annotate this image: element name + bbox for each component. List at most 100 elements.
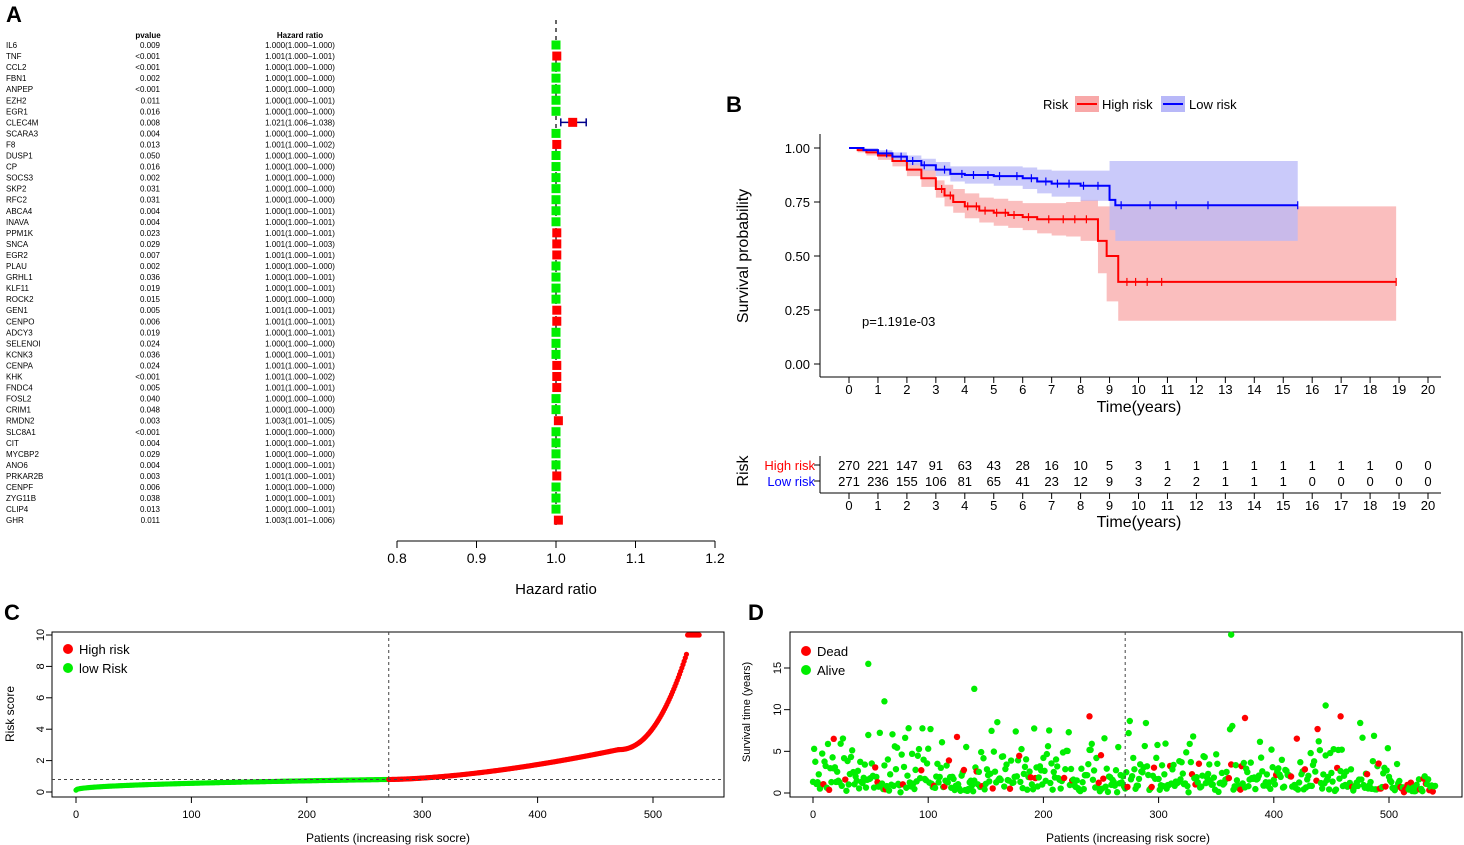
d-patient-point bbox=[1083, 771, 1091, 779]
forest-hr-text: 1.000(1.000–1.000) bbox=[265, 406, 335, 415]
forest-pvalue: <0.001 bbox=[135, 85, 160, 94]
forest-hr-text: 1.003(1.001–1.005) bbox=[265, 417, 335, 426]
d-patient-point bbox=[912, 766, 919, 774]
d-patient-point bbox=[1162, 740, 1169, 747]
d-patient-point bbox=[1307, 749, 1314, 757]
km-y-label: Survival probability bbox=[735, 189, 752, 323]
risk-table-cell: 0 bbox=[1366, 474, 1373, 489]
forest-point bbox=[551, 405, 561, 415]
forest-gene-label: PPM1K bbox=[6, 229, 34, 238]
c-y-tick-label: 2 bbox=[35, 758, 47, 764]
d-patient-point bbox=[1041, 767, 1048, 775]
d-patient-point bbox=[900, 763, 908, 771]
forest-gene-label: KCNK3 bbox=[6, 350, 33, 359]
d-patient-point bbox=[1382, 783, 1389, 790]
forest-gene-label: F8 bbox=[6, 140, 16, 149]
d-patient-point bbox=[999, 753, 1007, 760]
risk-table-cell: 155 bbox=[896, 474, 918, 489]
d-patient-point bbox=[1006, 785, 1014, 792]
forest-point bbox=[552, 471, 562, 481]
km-y-tick-label: 0.75 bbox=[785, 195, 810, 210]
d-patient-point bbox=[1064, 747, 1071, 755]
forest-gene-label: RFC2 bbox=[6, 196, 27, 205]
risk-table-cell: 10 bbox=[1073, 458, 1087, 473]
d-plot-frame bbox=[789, 631, 1463, 798]
d-patient-point bbox=[1369, 757, 1377, 765]
c-y-tick-label: 10 bbox=[35, 629, 47, 641]
d-patient-point bbox=[1278, 756, 1286, 764]
d-patient-point bbox=[861, 761, 869, 768]
d-patient-point bbox=[1022, 756, 1030, 763]
d-patient-point bbox=[885, 787, 893, 794]
forest-point bbox=[551, 206, 561, 216]
forest-pvalue: 0.004 bbox=[140, 129, 161, 138]
forest-gene-label: CENPO bbox=[6, 317, 34, 326]
risk-table-x-tick-label: 19 bbox=[1392, 498, 1406, 513]
d-patient-point bbox=[1095, 779, 1102, 786]
forest-pvalue: 0.023 bbox=[140, 229, 161, 238]
d-patient-point bbox=[943, 762, 950, 769]
forest-pvalue: 0.038 bbox=[140, 494, 161, 503]
forest-point bbox=[552, 360, 562, 370]
risk-table-cell: 9 bbox=[1106, 474, 1113, 489]
forest-x-label: Hazard ratio bbox=[515, 581, 597, 598]
forest-gene-label: EGR1 bbox=[6, 107, 28, 116]
c-y-tick-label: 0 bbox=[35, 789, 47, 795]
forest-gene-label: PLAU bbox=[6, 262, 27, 271]
d-patient-point bbox=[1179, 770, 1186, 777]
c-risk-point bbox=[683, 651, 690, 657]
d-patient-point bbox=[1267, 785, 1274, 793]
d-patient-point bbox=[1419, 787, 1426, 795]
d-patient-point bbox=[828, 778, 835, 786]
d-patient-point bbox=[1124, 783, 1131, 791]
d-patient-point bbox=[838, 782, 845, 790]
risk-table-cell: 1 bbox=[1193, 458, 1200, 473]
forest-hr-text: 1.000(1.000–1.001) bbox=[265, 439, 335, 448]
d-patient-point bbox=[1093, 754, 1100, 762]
forest-pvalue: 0.002 bbox=[140, 262, 161, 271]
d-patient-point bbox=[1089, 776, 1097, 783]
km-x-tick-label: 17 bbox=[1334, 382, 1348, 397]
d-patient-point bbox=[980, 755, 987, 762]
d-patient-point bbox=[1012, 728, 1019, 735]
km-x-tick-label: 12 bbox=[1189, 382, 1203, 397]
d-patient-point bbox=[977, 748, 985, 756]
d-y-tick-label: 0 bbox=[772, 790, 784, 796]
forest-point bbox=[551, 272, 561, 282]
km-x-tick-label: 20 bbox=[1421, 382, 1435, 397]
d-patient-point bbox=[1293, 735, 1301, 742]
d-patient-point bbox=[904, 772, 911, 779]
risk-table-x-tick-label: 17 bbox=[1334, 498, 1348, 513]
d-patient-point bbox=[1347, 766, 1355, 773]
forest-point bbox=[551, 482, 561, 492]
d-patient-point bbox=[1358, 776, 1365, 783]
forest-gene-label: CRIM1 bbox=[6, 406, 31, 415]
forest-pvalue: 0.050 bbox=[140, 152, 161, 161]
d-patient-point bbox=[1178, 759, 1185, 766]
d-patient-point bbox=[1128, 772, 1136, 780]
km-x-tick-label: 16 bbox=[1305, 382, 1319, 397]
d-patient-point bbox=[1130, 754, 1137, 762]
forest-pvalue: 0.029 bbox=[140, 240, 161, 249]
forest-gene-label: CLEC4M bbox=[6, 118, 39, 127]
forest-hr-text: 1.000(1.000–1.000) bbox=[265, 63, 335, 72]
d-patient-point bbox=[1013, 773, 1021, 780]
risk-table-x-tick-label: 7 bbox=[1048, 498, 1055, 513]
d-patient-point bbox=[1087, 746, 1094, 754]
forest-gene-label: EGR2 bbox=[6, 251, 28, 260]
forest-pvalue: 0.002 bbox=[140, 174, 161, 183]
km-x-tick-label: 13 bbox=[1218, 382, 1232, 397]
d-patient-point bbox=[1255, 772, 1263, 779]
forest-hr-text: 1.000(1.000–1.000) bbox=[265, 107, 335, 116]
d-patient-point bbox=[1305, 772, 1312, 779]
km-survival-line bbox=[849, 147, 1298, 207]
d-patient-point bbox=[908, 750, 916, 758]
c-y-tick-label: 4 bbox=[35, 726, 47, 732]
forest-hr-text: 1.000(1.000–1.000) bbox=[265, 152, 335, 161]
d-patient-point bbox=[1204, 770, 1212, 778]
d-patient-point bbox=[1241, 714, 1249, 722]
risk-table-cell: 106 bbox=[925, 474, 947, 489]
risk-table-cell: 0 bbox=[1424, 458, 1431, 473]
d-patient-point bbox=[963, 743, 970, 751]
